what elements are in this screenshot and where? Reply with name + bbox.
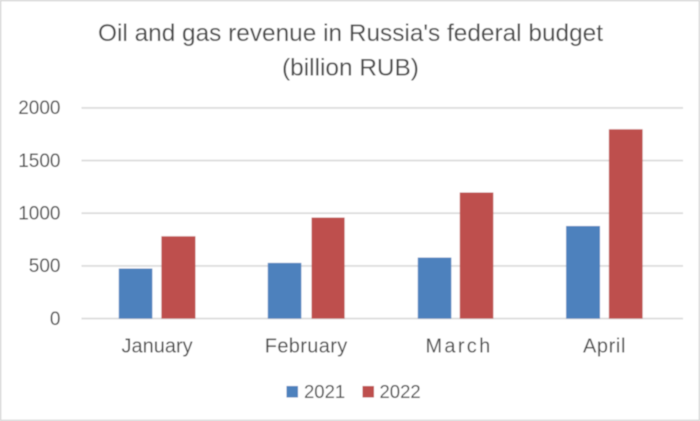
svg-text:(billion RUB): (billion RUB) <box>282 55 419 82</box>
svg-text:2022: 2022 <box>380 381 421 402</box>
svg-text:2000: 2000 <box>18 98 60 119</box>
svg-text:April: April <box>583 336 626 358</box>
svg-text:0: 0 <box>50 309 61 330</box>
svg-text:January: January <box>122 336 193 358</box>
svg-text:Oil and gas revenue in Russia': Oil and gas revenue in Russia's federal … <box>98 20 603 47</box>
svg-text:March: March <box>425 336 492 358</box>
svg-text:1000: 1000 <box>18 204 60 225</box>
svg-text:500: 500 <box>29 256 61 277</box>
svg-text:2021: 2021 <box>304 381 345 402</box>
svg-text:February: February <box>265 336 348 358</box>
svg-text:1500: 1500 <box>18 151 60 172</box>
